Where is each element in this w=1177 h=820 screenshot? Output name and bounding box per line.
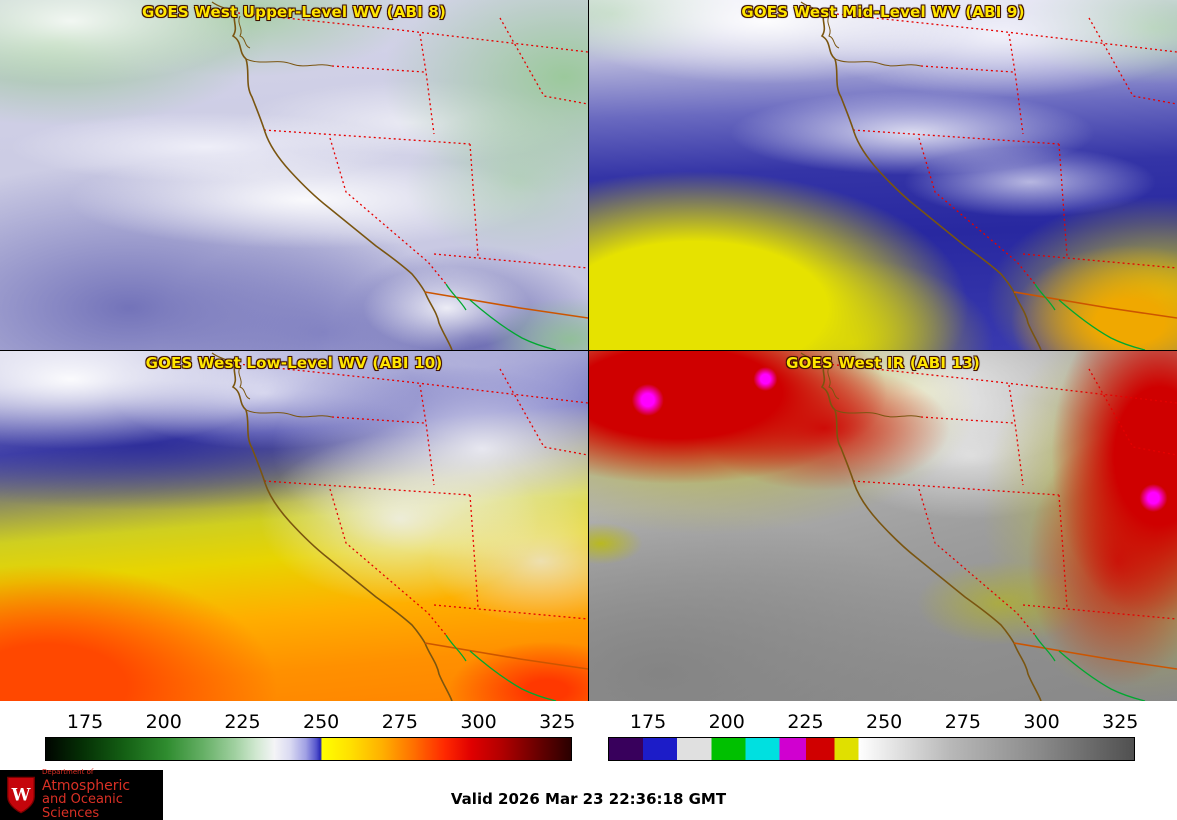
tick-label: 250 xyxy=(866,711,903,733)
logo-dept-label: Department of xyxy=(42,768,94,777)
crest-monogram: W xyxy=(11,784,31,804)
tick-label: 275 xyxy=(944,711,981,733)
aos-logo: W Department of Atmospheric and Oceanic … xyxy=(0,768,163,820)
map-overlay xyxy=(211,1,588,350)
tick-label: 200 xyxy=(708,711,745,733)
map-overlay xyxy=(800,1,1177,350)
panel-low-level-wv: GOES West Low-Level WV (ABI 10) xyxy=(0,351,588,701)
panel-mid-level-wv: GOES West Mid-Level WV (ABI 9) xyxy=(589,0,1177,350)
wv-colorbar-ticks: 175 200 225 250 275 300 325 xyxy=(45,711,576,737)
uw-crest-icon: W xyxy=(7,776,35,814)
ir-colorbar: 175 200 225 250 275 300 325 xyxy=(608,711,1139,761)
footer: W Department of Atmospheric and Oceanic … xyxy=(0,761,1177,820)
tick-label: 200 xyxy=(145,711,182,733)
logo-line1: Atmospheric xyxy=(42,777,131,794)
satellite-quad-grid: GOES West Upper-Level WV (ABI 8) GOES We… xyxy=(0,0,1177,701)
panel-title-mid-wv: GOES West Mid-Level WV (ABI 9) xyxy=(741,3,1025,21)
tick-label: 300 xyxy=(1023,711,1060,733)
panel-ir: GOES West IR (ABI 13) xyxy=(589,351,1177,701)
tick-label: 175 xyxy=(66,711,104,733)
map-overlay xyxy=(211,352,588,701)
tick-label: 225 xyxy=(787,711,824,733)
wv-colorbar-gradient xyxy=(45,737,572,761)
map-overlay xyxy=(800,352,1177,701)
tick-label: 300 xyxy=(460,711,497,733)
tick-label: 250 xyxy=(303,711,340,733)
logo-line2: and Oceanic Sciences xyxy=(42,792,123,820)
wv-colorbar: 175 200 225 250 275 300 325 xyxy=(45,711,576,761)
panel-title-ir: GOES West IR (ABI 13) xyxy=(786,354,980,372)
tick-label: 325 xyxy=(539,711,576,733)
logo-text: Department of Atmospheric and Oceanic Sc… xyxy=(42,768,157,820)
panel-upper-level-wv: GOES West Upper-Level WV (ABI 8) xyxy=(0,0,588,350)
panel-title-upper-wv: GOES West Upper-Level WV (ABI 8) xyxy=(141,3,447,21)
tick-label: 275 xyxy=(381,711,418,733)
tick-label: 175 xyxy=(629,711,667,733)
ir-colorbar-gradient xyxy=(608,737,1135,761)
ir-colorbar-ticks: 175 200 225 250 275 300 325 xyxy=(608,711,1139,737)
tick-label: 325 xyxy=(1102,711,1139,733)
tick-label: 225 xyxy=(224,711,261,733)
valid-time-label: Valid 2026 Mar 23 22:36:18 GMT xyxy=(450,790,727,808)
colorbar-area: 175 200 225 250 275 300 325 175 200 225 … xyxy=(0,701,1177,761)
panel-title-low-wv: GOES West Low-Level WV (ABI 10) xyxy=(145,354,443,372)
